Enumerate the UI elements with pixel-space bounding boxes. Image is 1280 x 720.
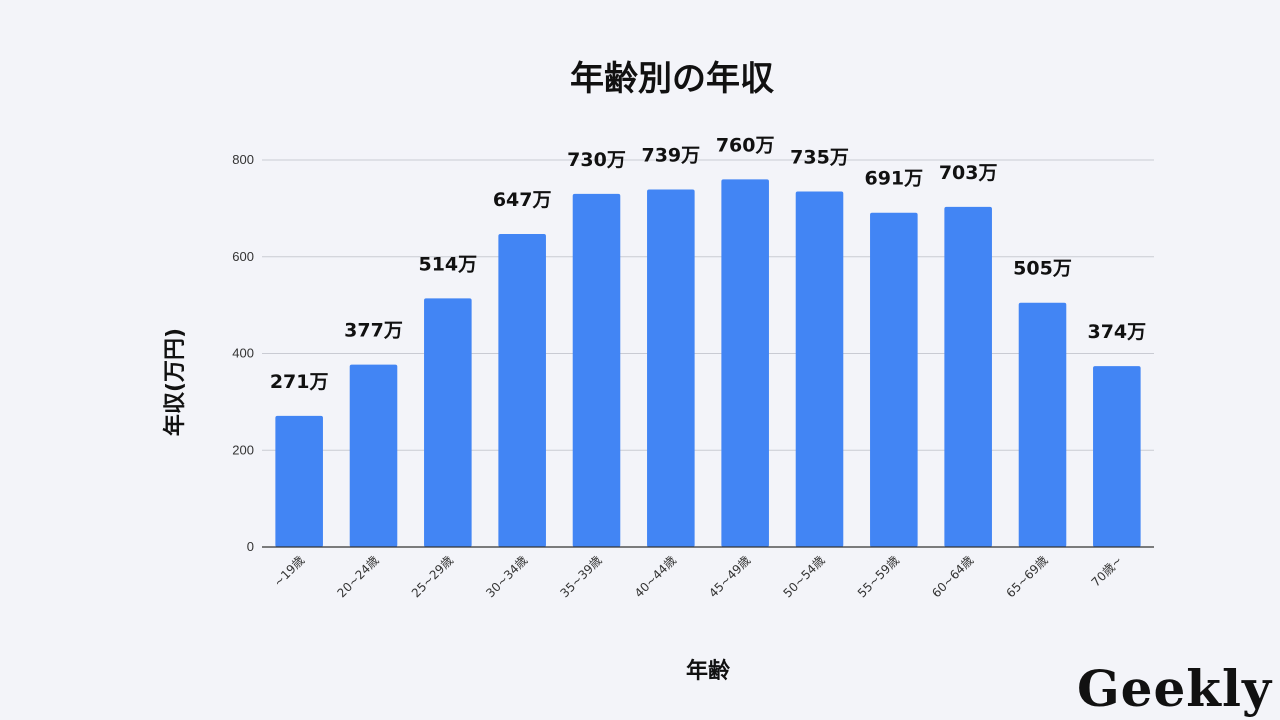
bars <box>275 179 1141 548</box>
gridlines <box>262 159 1154 451</box>
x-tick-label: 35~39歳 <box>558 553 605 600</box>
data-label: 703万 <box>939 162 998 184</box>
x-tick-label: ~19歳 <box>271 553 307 589</box>
bar <box>572 193 621 548</box>
x-tick-label: 50~54歳 <box>781 553 828 600</box>
data-label: 374万 <box>1087 321 1146 343</box>
data-label: 377万 <box>344 320 403 342</box>
data-label: 739万 <box>641 145 700 167</box>
bar <box>795 191 844 547</box>
data-label: 647万 <box>493 189 552 211</box>
x-axis-ticks: ~19歳 20~24歳 25~29歳 30~34歳 35~39歳 40~44歳 45~49歳… <box>271 553 1125 600</box>
data-label: 505万 <box>1013 258 1072 280</box>
data-label: 730万 <box>567 149 626 171</box>
x-tick-label: 60~64歳 <box>929 553 976 600</box>
y-tick-label: 600 <box>232 249 254 264</box>
x-tick-label: 25~29歳 <box>409 553 456 600</box>
bar <box>944 206 992 547</box>
data-label: 691万 <box>864 168 923 190</box>
bar <box>647 189 695 548</box>
y-axis-title: 年収(万円) <box>162 328 188 436</box>
y-tick-label: 200 <box>232 442 254 457</box>
bar <box>349 364 398 547</box>
y-tick-label: 800 <box>232 152 254 167</box>
bar <box>1093 366 1141 547</box>
bar <box>498 234 546 548</box>
x-tick-label: 30~34歳 <box>483 553 530 600</box>
geekly-logo: Geekly <box>1076 659 1272 718</box>
bar <box>870 212 918 547</box>
chart-title: 年齢別の年収 <box>570 59 774 99</box>
y-tick-label: 400 <box>232 346 254 361</box>
x-tick-label: 55~59歳 <box>855 553 902 600</box>
data-label: 271万 <box>270 371 329 393</box>
data-label: 514万 <box>418 253 477 275</box>
bar <box>424 298 472 547</box>
x-tick-label: 40~44歳 <box>632 553 679 600</box>
x-tick-label: 70歳~ <box>1089 553 1125 589</box>
x-tick-label: 45~49歳 <box>706 553 753 600</box>
y-axis-ticks: 0 200 400 600 800 <box>232 152 254 554</box>
bar <box>1018 302 1067 547</box>
x-tick-label: 65~69歳 <box>1004 553 1051 600</box>
data-labels: 271万 377万 514万 647万 730万 739万 760万 735万 691万 703万… <box>270 134 1146 393</box>
x-axis-title: 年齢 <box>686 658 731 684</box>
data-label: 760万 <box>716 134 775 156</box>
bar <box>275 415 323 547</box>
y-tick-label: 0 <box>247 539 254 554</box>
x-tick-label: 20~24歳 <box>335 553 382 600</box>
bar <box>721 179 769 547</box>
data-label: 735万 <box>790 146 849 168</box>
